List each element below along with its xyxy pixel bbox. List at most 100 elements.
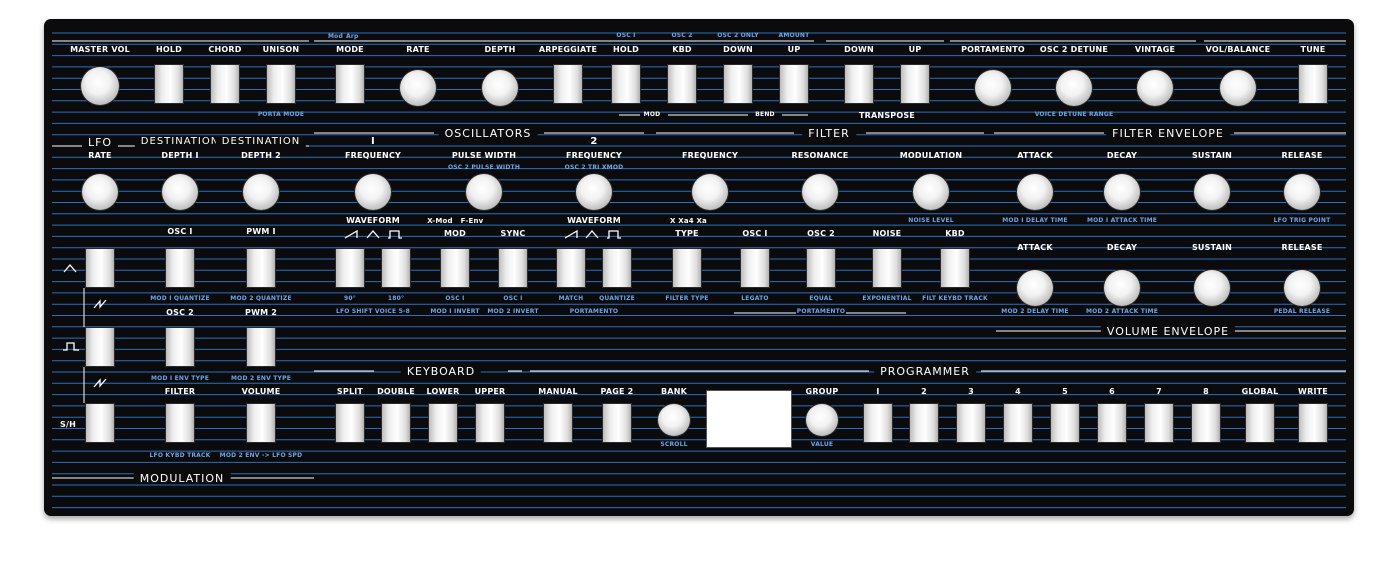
v-release-knob[interactable] <box>1284 270 1320 306</box>
depth2-knob[interactable] <box>243 174 279 210</box>
f-decay-knob[interactable] <box>1104 174 1140 210</box>
osc1-dest-button[interactable] <box>165 248 195 288</box>
program-2-button[interactable] <box>909 403 939 443</box>
manual-label: MANUAL <box>538 387 578 396</box>
depth1-knob[interactable] <box>162 174 198 210</box>
osc1-frequency-label: FREQUENCY <box>344 151 402 160</box>
filter-osc2-button[interactable] <box>806 248 836 288</box>
filter-type-button[interactable] <box>672 248 702 288</box>
bank-knob[interactable] <box>658 404 690 436</box>
saw-wave-icon-osc2 <box>564 229 578 239</box>
program-display <box>706 390 792 448</box>
up-button[interactable] <box>779 64 809 104</box>
f-sustain-knob[interactable] <box>1194 174 1230 210</box>
arpeggiate-button[interactable] <box>553 64 583 104</box>
v-attack-label: ATTACK <box>1017 243 1053 252</box>
master-vol-label: MASTER VOL <box>70 45 130 54</box>
osc-mod-button[interactable] <box>440 248 470 288</box>
f-decay-label: DECAY <box>1106 151 1138 160</box>
page2-button[interactable] <box>602 403 632 443</box>
f-attack-knob[interactable] <box>1017 174 1053 210</box>
sync-button[interactable] <box>498 248 528 288</box>
unison-button[interactable] <box>266 64 296 104</box>
program-6-button[interactable] <box>1097 403 1127 443</box>
osc2-only-label: OSC 2 ONLY <box>717 32 759 39</box>
filter-title: FILTER <box>802 128 856 139</box>
transpose-label: TRANSPOSE <box>859 111 915 120</box>
chord-button[interactable] <box>210 64 240 104</box>
hold2-button[interactable] <box>611 64 641 104</box>
osc1-frequency-knob[interactable] <box>355 174 391 210</box>
osc2-dest-button[interactable] <box>165 327 195 367</box>
upper-button[interactable] <box>475 403 505 443</box>
value-label: VALUE <box>810 441 834 448</box>
arp-mode-button[interactable] <box>335 64 365 104</box>
vol-balance-knob[interactable] <box>1220 70 1256 106</box>
write-button[interactable] <box>1298 403 1328 443</box>
exponential-label: EXPONENTIAL <box>862 295 912 302</box>
osc1-wave-a-button[interactable] <box>335 248 365 288</box>
depth1-label: DEPTH I <box>161 151 199 160</box>
double-button[interactable] <box>381 403 411 443</box>
filter-dest-button[interactable] <box>165 403 195 443</box>
manual-button[interactable] <box>543 403 573 443</box>
resonance-knob[interactable] <box>802 174 838 210</box>
square-wave-icon-osc1 <box>388 230 402 239</box>
lfo-sh-button[interactable] <box>85 403 115 443</box>
mod1-delay-time-label: MOD I DELAY TIME <box>1002 217 1068 224</box>
v-attack-knob[interactable] <box>1017 270 1053 306</box>
filter-frequency-knob[interactable] <box>692 174 728 210</box>
f-release-knob[interactable] <box>1284 174 1320 210</box>
vintage-label: VINTAGE <box>1134 45 1176 54</box>
arp-depth-knob[interactable] <box>482 70 518 106</box>
v-sustain-knob[interactable] <box>1194 270 1230 306</box>
chord-label: CHORD <box>208 45 242 54</box>
filter-noise-button[interactable] <box>872 248 902 288</box>
pwm2-button[interactable] <box>246 327 276 367</box>
group-value-knob[interactable] <box>806 404 838 436</box>
osc2-frequency-knob[interactable] <box>576 174 612 210</box>
lfo-triangle-button[interactable] <box>85 248 115 288</box>
program-3-button[interactable] <box>956 403 986 443</box>
osc1-wave-b-button[interactable] <box>381 248 411 288</box>
filter-osc2-label: OSC 2 <box>807 229 835 238</box>
kbd-button[interactable] <box>667 64 697 104</box>
vintage-knob[interactable] <box>1137 70 1173 106</box>
volume-dest-button[interactable] <box>246 403 276 443</box>
program-7-button[interactable] <box>1144 403 1174 443</box>
lfo-rate-knob[interactable] <box>82 174 118 210</box>
hold-label: HOLD <box>155 45 183 54</box>
pulse-width-knob[interactable] <box>466 174 502 210</box>
program-1-button[interactable] <box>863 403 893 443</box>
osc2-detune-knob[interactable] <box>1056 70 1092 106</box>
program-8-button[interactable] <box>1191 403 1221 443</box>
program-4-button[interactable] <box>1003 403 1033 443</box>
arp-rate-knob[interactable] <box>400 70 436 106</box>
tune-label: TUNE <box>1300 45 1326 54</box>
tune-button[interactable] <box>1298 64 1328 104</box>
filter-modulation-knob[interactable] <box>913 174 949 210</box>
osc2-wave-a-button[interactable] <box>556 248 586 288</box>
program-5-button[interactable] <box>1050 403 1080 443</box>
global-button[interactable] <box>1245 403 1275 443</box>
portamento-knob[interactable] <box>975 70 1011 106</box>
square-wave-icon-osc2 <box>607 230 621 239</box>
down-button[interactable] <box>723 64 753 104</box>
lower-button[interactable] <box>428 403 458 443</box>
mod2-attack-time-label: MOD 2 ATTACK TIME <box>1085 308 1159 315</box>
transpose-down-button[interactable] <box>844 64 874 104</box>
master-vol-knob[interactable] <box>81 67 119 105</box>
filter-kbd-button[interactable] <box>940 248 970 288</box>
osc2-wave-b-button[interactable] <box>602 248 632 288</box>
sync-label: SYNC <box>500 229 526 238</box>
v-decay-knob[interactable] <box>1104 270 1140 306</box>
mod1-attack-time-label: MOD I ATTACK TIME <box>1086 217 1158 224</box>
filter-osc1-button[interactable] <box>740 248 770 288</box>
split-button[interactable] <box>335 403 365 443</box>
lfo-title: LFO <box>81 137 119 148</box>
lfo-square-button[interactable] <box>85 327 115 367</box>
hold-button[interactable] <box>154 64 184 104</box>
transpose-up-button[interactable] <box>900 64 930 104</box>
noise-level-label: NOISE LEVEL <box>908 217 954 224</box>
pwm1-button[interactable] <box>246 248 276 288</box>
